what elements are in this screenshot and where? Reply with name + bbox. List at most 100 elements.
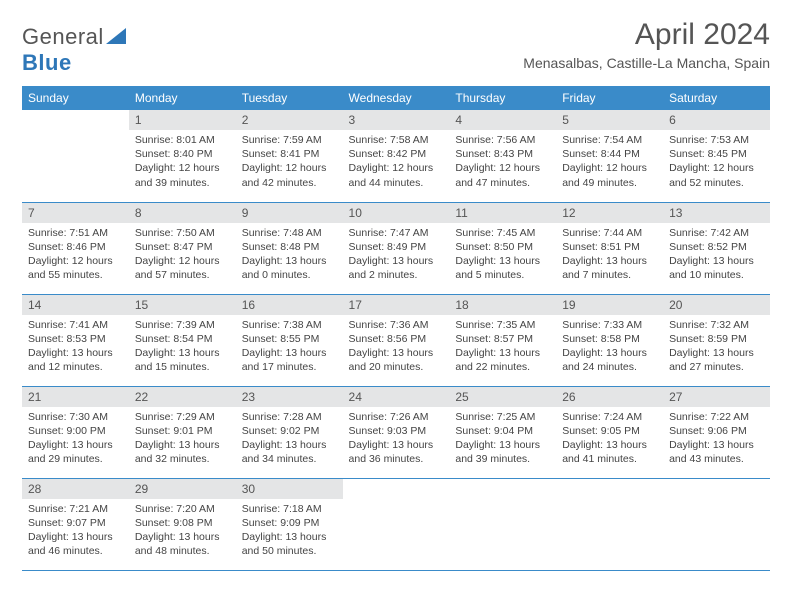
sunrise-text: Sunrise: 7:18 AM [242, 502, 337, 516]
brand-part2: Blue [22, 50, 72, 75]
daylight-text-line2: and 39 minutes. [455, 452, 550, 466]
calendar-day-cell: 30Sunrise: 7:18 AMSunset: 9:09 PMDayligh… [236, 478, 343, 570]
calendar-day-cell: 26Sunrise: 7:24 AMSunset: 9:05 PMDayligh… [556, 386, 663, 478]
calendar-day-cell: 3Sunrise: 7:58 AMSunset: 8:42 PMDaylight… [343, 110, 450, 202]
sunrise-text: Sunrise: 7:44 AM [562, 226, 657, 240]
weekday-header: Friday [556, 86, 663, 110]
daylight-text-line2: and 0 minutes. [242, 268, 337, 282]
sunset-text: Sunset: 9:01 PM [135, 424, 230, 438]
daylight-text-line2: and 29 minutes. [28, 452, 123, 466]
sunrise-text: Sunrise: 7:36 AM [349, 318, 444, 332]
sunrise-text: Sunrise: 7:32 AM [669, 318, 764, 332]
daylight-text-line2: and 12 minutes. [28, 360, 123, 374]
sunset-text: Sunset: 8:40 PM [135, 147, 230, 161]
calendar-body: 1Sunrise: 8:01 AMSunset: 8:40 PMDaylight… [22, 110, 770, 570]
day-details: Sunrise: 7:53 AMSunset: 8:45 PMDaylight:… [663, 130, 770, 196]
daylight-text-line1: Daylight: 12 hours [135, 254, 230, 268]
daylight-text-line2: and 42 minutes. [242, 176, 337, 190]
day-details: Sunrise: 7:35 AMSunset: 8:57 PMDaylight:… [449, 315, 556, 381]
day-number: 2 [236, 110, 343, 130]
daylight-text-line2: and 15 minutes. [135, 360, 230, 374]
sunrise-text: Sunrise: 7:20 AM [135, 502, 230, 516]
calendar-page: GeneralBlue April 2024 Menasalbas, Casti… [0, 0, 792, 589]
daylight-text-line1: Daylight: 13 hours [455, 346, 550, 360]
day-details: Sunrise: 7:22 AMSunset: 9:06 PMDaylight:… [663, 407, 770, 473]
calendar-day-cell: 16Sunrise: 7:38 AMSunset: 8:55 PMDayligh… [236, 294, 343, 386]
daylight-text-line2: and 57 minutes. [135, 268, 230, 282]
day-details: Sunrise: 7:24 AMSunset: 9:05 PMDaylight:… [556, 407, 663, 473]
daylight-text-line2: and 5 minutes. [455, 268, 550, 282]
day-number: 12 [556, 203, 663, 223]
day-number: 9 [236, 203, 343, 223]
calendar-week-row: 21Sunrise: 7:30 AMSunset: 9:00 PMDayligh… [22, 386, 770, 478]
daylight-text-line1: Daylight: 12 hours [455, 161, 550, 175]
sunset-text: Sunset: 9:03 PM [349, 424, 444, 438]
daylight-text-line2: and 10 minutes. [669, 268, 764, 282]
day-number: 6 [663, 110, 770, 130]
daylight-text-line2: and 2 minutes. [349, 268, 444, 282]
day-number: 15 [129, 295, 236, 315]
day-details: Sunrise: 8:01 AMSunset: 8:40 PMDaylight:… [129, 130, 236, 196]
calendar-day-cell [663, 478, 770, 570]
daylight-text-line1: Daylight: 12 hours [242, 161, 337, 175]
sunrise-text: Sunrise: 7:24 AM [562, 410, 657, 424]
sunrise-text: Sunrise: 7:54 AM [562, 133, 657, 147]
sunset-text: Sunset: 9:06 PM [669, 424, 764, 438]
calendar-day-cell [343, 478, 450, 570]
calendar-day-cell: 1Sunrise: 8:01 AMSunset: 8:40 PMDaylight… [129, 110, 236, 202]
day-number: 28 [22, 479, 129, 499]
day-number: 1 [129, 110, 236, 130]
day-details: Sunrise: 7:25 AMSunset: 9:04 PMDaylight:… [449, 407, 556, 473]
weekday-header: Tuesday [236, 86, 343, 110]
calendar-week-row: 28Sunrise: 7:21 AMSunset: 9:07 PMDayligh… [22, 478, 770, 570]
daylight-text-line1: Daylight: 13 hours [669, 438, 764, 452]
daylight-text-line2: and 47 minutes. [455, 176, 550, 190]
day-number: 20 [663, 295, 770, 315]
day-details: Sunrise: 7:41 AMSunset: 8:53 PMDaylight:… [22, 315, 129, 381]
day-number: 10 [343, 203, 450, 223]
day-details: Sunrise: 7:30 AMSunset: 9:00 PMDaylight:… [22, 407, 129, 473]
calendar-day-cell: 5Sunrise: 7:54 AMSunset: 8:44 PMDaylight… [556, 110, 663, 202]
daylight-text-line1: Daylight: 13 hours [669, 254, 764, 268]
daylight-text-line2: and 17 minutes. [242, 360, 337, 374]
sunrise-text: Sunrise: 7:58 AM [349, 133, 444, 147]
sunset-text: Sunset: 8:44 PM [562, 147, 657, 161]
sunrise-text: Sunrise: 8:01 AM [135, 133, 230, 147]
sunrise-text: Sunrise: 7:50 AM [135, 226, 230, 240]
calendar-day-cell: 18Sunrise: 7:35 AMSunset: 8:57 PMDayligh… [449, 294, 556, 386]
brand-text: GeneralBlue [22, 24, 126, 76]
sunrise-text: Sunrise: 7:41 AM [28, 318, 123, 332]
day-details: Sunrise: 7:44 AMSunset: 8:51 PMDaylight:… [556, 223, 663, 289]
calendar-day-cell [449, 478, 556, 570]
day-number: 21 [22, 387, 129, 407]
daylight-text-line1: Daylight: 13 hours [242, 530, 337, 544]
sunrise-text: Sunrise: 7:22 AM [669, 410, 764, 424]
day-details: Sunrise: 7:48 AMSunset: 8:48 PMDaylight:… [236, 223, 343, 289]
sunrise-text: Sunrise: 7:35 AM [455, 318, 550, 332]
day-number: 4 [449, 110, 556, 130]
sunrise-text: Sunrise: 7:56 AM [455, 133, 550, 147]
calendar-day-cell: 14Sunrise: 7:41 AMSunset: 8:53 PMDayligh… [22, 294, 129, 386]
sunset-text: Sunset: 8:57 PM [455, 332, 550, 346]
day-details: Sunrise: 7:33 AMSunset: 8:58 PMDaylight:… [556, 315, 663, 381]
sunset-text: Sunset: 9:09 PM [242, 516, 337, 530]
sunset-text: Sunset: 8:47 PM [135, 240, 230, 254]
daylight-text-line1: Daylight: 13 hours [242, 346, 337, 360]
weekday-header: Monday [129, 86, 236, 110]
daylight-text-line1: Daylight: 13 hours [135, 530, 230, 544]
daylight-text-line1: Daylight: 12 hours [562, 161, 657, 175]
day-details: Sunrise: 7:36 AMSunset: 8:56 PMDaylight:… [343, 315, 450, 381]
calendar-day-cell [22, 110, 129, 202]
calendar-day-cell: 2Sunrise: 7:59 AMSunset: 8:41 PMDaylight… [236, 110, 343, 202]
daylight-text-line2: and 32 minutes. [135, 452, 230, 466]
daylight-text-line1: Daylight: 13 hours [562, 254, 657, 268]
calendar-day-cell: 27Sunrise: 7:22 AMSunset: 9:06 PMDayligh… [663, 386, 770, 478]
calendar-day-cell: 17Sunrise: 7:36 AMSunset: 8:56 PMDayligh… [343, 294, 450, 386]
sunrise-text: Sunrise: 7:48 AM [242, 226, 337, 240]
daylight-text-line2: and 34 minutes. [242, 452, 337, 466]
day-details: Sunrise: 7:18 AMSunset: 9:09 PMDaylight:… [236, 499, 343, 565]
daylight-text-line1: Daylight: 13 hours [349, 438, 444, 452]
day-details: Sunrise: 7:59 AMSunset: 8:41 PMDaylight:… [236, 130, 343, 196]
calendar-day-cell: 12Sunrise: 7:44 AMSunset: 8:51 PMDayligh… [556, 202, 663, 294]
sunset-text: Sunset: 9:00 PM [28, 424, 123, 438]
